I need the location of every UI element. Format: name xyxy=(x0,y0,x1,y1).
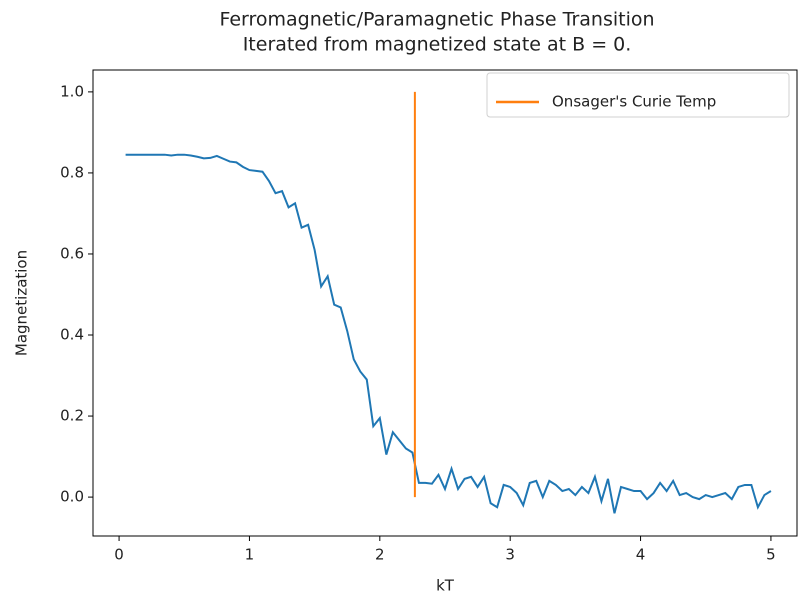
chart-title: Ferromagnetic/Paramagnetic Phase Transit… xyxy=(219,9,654,31)
x-tick-label: 3 xyxy=(505,546,515,564)
legend-label: Onsager's Curie Temp xyxy=(552,93,716,111)
plot-frame xyxy=(92,69,798,537)
x-tick-label: 4 xyxy=(636,546,646,564)
data-line xyxy=(125,153,772,514)
chart-subtitle: Iterated from magnetized state at B = 0. xyxy=(243,34,632,56)
y-axis-label: Magnetization xyxy=(13,250,31,356)
x-tick-label: 1 xyxy=(245,546,255,564)
y-tick-label: 0.2 xyxy=(60,407,84,425)
y-tick-label: 0.4 xyxy=(60,326,84,344)
legend-box xyxy=(486,72,790,118)
x-tick-label: 2 xyxy=(375,546,385,564)
y-tick-label: 0.0 xyxy=(60,488,84,506)
x-axis-label: kT xyxy=(436,577,455,595)
x-tick-label: 5 xyxy=(766,546,776,564)
y-tick-label: 0.8 xyxy=(60,163,84,181)
x-tick-label: 0 xyxy=(114,546,124,564)
y-tick-label: 0.6 xyxy=(60,244,84,262)
y-tick-label: 1.0 xyxy=(60,82,84,100)
